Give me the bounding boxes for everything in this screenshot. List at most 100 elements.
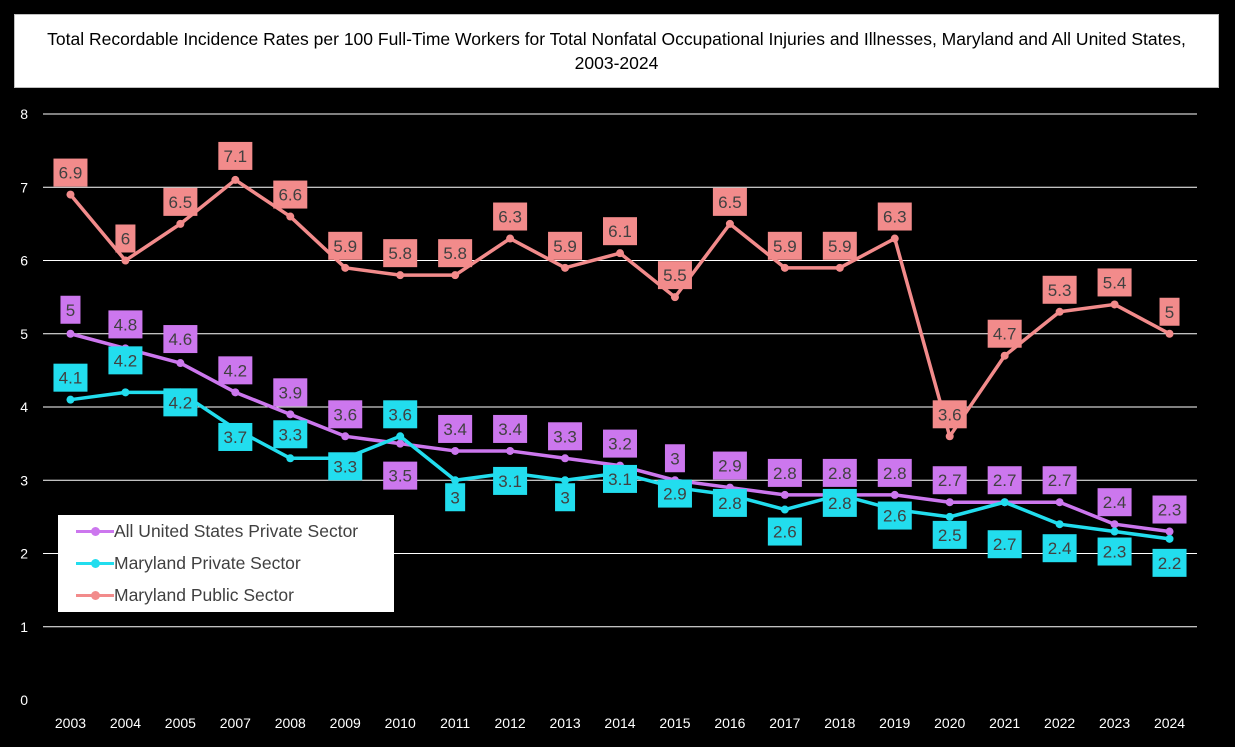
data-point <box>451 271 460 280</box>
data-label: 3.3 <box>278 425 302 444</box>
data-label-box <box>1152 548 1187 577</box>
data-label: 3.4 <box>498 420 522 439</box>
data-label: 4.2 <box>224 361 248 380</box>
data-label-box <box>218 422 253 451</box>
data-label: 5.4 <box>1103 273 1127 292</box>
data-label: 5.9 <box>828 237 852 256</box>
x-tick-label: 2007 <box>220 715 251 731</box>
data-label-box <box>657 479 692 508</box>
x-tick-label: 2017 <box>769 715 800 731</box>
legend-item: Maryland Private Sector <box>58 547 394 579</box>
data-label-box <box>273 420 308 449</box>
x-tick-label: 2015 <box>659 715 690 731</box>
y-axis: 0 1 2 3 4 5 6 7 8 <box>20 106 28 708</box>
data-point <box>396 271 405 280</box>
data-label-box <box>822 458 857 487</box>
data-label: 5 <box>1165 303 1174 322</box>
data-point <box>561 454 570 463</box>
data-label-box <box>987 530 1022 559</box>
data-label: 3.6 <box>938 405 962 424</box>
data-label-box <box>603 429 637 458</box>
data-label-box <box>712 451 747 480</box>
data-point <box>341 263 350 272</box>
data-label: 4.2 <box>169 393 193 412</box>
data-point <box>1055 498 1064 507</box>
y-tick-label: 7 <box>20 179 28 195</box>
data-label-box <box>767 231 802 260</box>
x-tick-label: 2010 <box>385 715 416 731</box>
x-tick-label: 2003 <box>55 715 86 731</box>
data-label-box <box>1159 297 1180 326</box>
y-tick-label: 1 <box>20 619 28 635</box>
x-tick-label: 2008 <box>275 715 306 731</box>
data-label: 7.1 <box>224 147 248 166</box>
data-label-box <box>53 363 88 392</box>
data-label-box <box>877 501 912 530</box>
data-label: 2.7 <box>993 471 1017 490</box>
data-label-box <box>438 414 473 443</box>
data-label-box <box>53 158 88 187</box>
data-label: 6.3 <box>883 208 907 227</box>
data-label: 2.7 <box>938 471 962 490</box>
data-point <box>1165 534 1174 543</box>
x-tick-label: 2013 <box>549 715 580 731</box>
data-label-box <box>932 520 967 549</box>
x-tick-label: 2018 <box>824 715 855 731</box>
data-label: 3 <box>450 488 459 507</box>
data-label: 6.9 <box>59 164 83 183</box>
y-tick-label: 6 <box>20 253 28 269</box>
data-label: 2.6 <box>883 507 907 526</box>
data-label: 6 <box>121 230 130 249</box>
data-point <box>121 256 130 265</box>
data-label: 5.3 <box>1048 281 1072 300</box>
data-label-box <box>273 378 308 407</box>
data-label: 6.6 <box>278 186 302 205</box>
legend-item: All United States Private Sector <box>58 515 394 547</box>
data-label: 4.6 <box>169 330 193 349</box>
data-point <box>780 505 789 514</box>
data-label-box <box>822 231 857 260</box>
data-label-box <box>328 452 363 481</box>
x-axis: 2003 2004 2005 2007 2008 2009 2010 2011 2012 2013… <box>55 715 1185 731</box>
data-label: 2.2 <box>1158 554 1182 573</box>
data-label: 4.1 <box>59 369 83 388</box>
data-point <box>66 190 75 199</box>
data-label-box <box>603 464 637 493</box>
data-label: 2.3 <box>1103 543 1127 562</box>
legend-item: Maryland Public Sector <box>58 579 394 611</box>
data-point <box>341 432 350 441</box>
legend-swatch <box>76 553 114 573</box>
data-label-box <box>767 517 802 546</box>
data-point <box>396 432 405 441</box>
data-label: 3.1 <box>608 470 632 489</box>
data-label-box <box>603 217 637 246</box>
data-label-box <box>548 422 583 451</box>
x-tick-label: 2023 <box>1099 715 1130 731</box>
data-label-box <box>1042 534 1077 563</box>
x-tick-label: 2012 <box>495 715 526 731</box>
data-label-box <box>1097 488 1132 517</box>
data-label: 3.7 <box>224 428 248 447</box>
data-label: 3.1 <box>498 472 522 491</box>
data-label-box <box>664 444 685 473</box>
data-point <box>561 263 570 272</box>
x-tick-label: 2022 <box>1044 715 1075 731</box>
data-label: 2.3 <box>1158 501 1182 520</box>
data-label-box <box>163 187 198 216</box>
data-point <box>890 234 899 243</box>
data-label-box <box>163 325 198 354</box>
data-point <box>1110 300 1119 309</box>
data-label: 2.8 <box>828 464 852 483</box>
data-point <box>616 249 624 258</box>
data-label: 3.3 <box>553 427 577 446</box>
data-label: 3 <box>560 488 569 507</box>
data-label-box <box>712 488 747 517</box>
data-label-box <box>445 483 466 512</box>
data-label: 3.2 <box>608 435 632 454</box>
data-label: 3.6 <box>333 405 357 424</box>
data-label: 2.7 <box>993 535 1017 554</box>
data-label-box <box>493 466 528 495</box>
data-label-box <box>218 141 253 170</box>
data-label-box <box>1152 495 1187 524</box>
data-label-box <box>328 400 363 429</box>
